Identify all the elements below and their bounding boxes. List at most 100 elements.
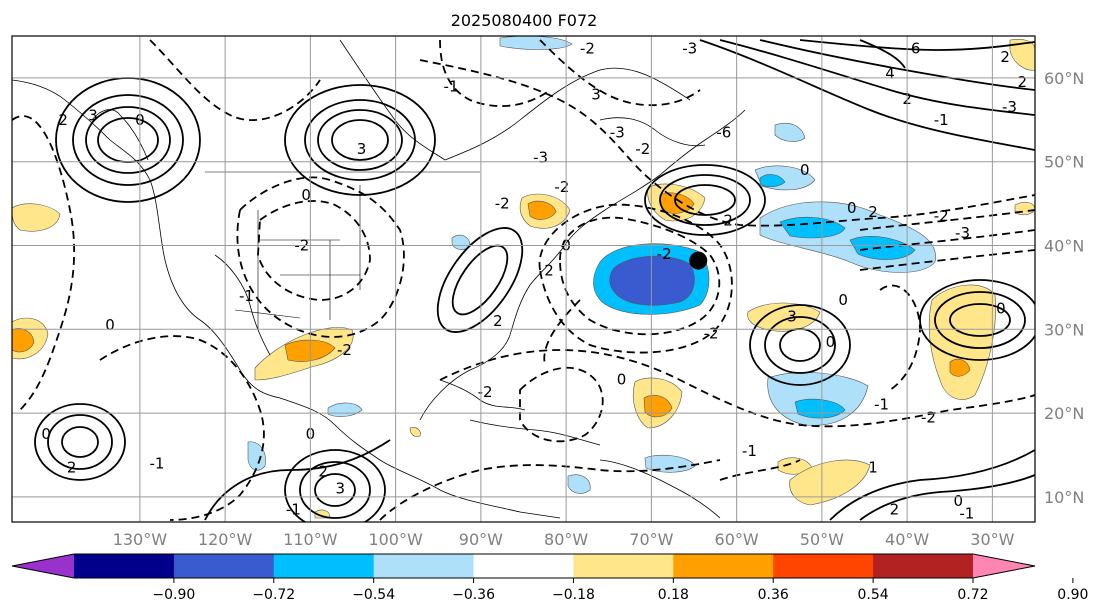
contour-label: 2: [58, 111, 68, 129]
contour-label: -1: [934, 111, 949, 129]
contour-label: 2: [318, 463, 328, 481]
contour-label: 0: [617, 371, 627, 389]
contour-label: 0: [301, 186, 311, 204]
contour-label: 0: [800, 161, 810, 179]
contour-label: -2: [478, 383, 493, 401]
contour-label: 0: [41, 425, 51, 443]
map-panel: 32030-3-2-2-20022-20-22002-2-3030-1-2-10…: [0, 19, 1084, 549]
contour-label: 4: [885, 65, 895, 83]
contour-label: -3: [1002, 98, 1017, 116]
shaded-field: [12, 36, 1035, 519]
contour-label: 6: [911, 40, 921, 58]
contour-label: 2: [67, 459, 77, 477]
longitude-labels: 130°W 120°W 110°W 100°W 90°W 80°W 70°W 60°W 50°W…: [113, 530, 1015, 549]
colorbar-extend-max: [973, 554, 1035, 578]
latitude-tick-label: 40°N: [1044, 236, 1084, 255]
colorbar-segment: [773, 554, 874, 578]
colorbar-tick-label: −0.54: [352, 587, 395, 603]
location-marker: [689, 251, 708, 270]
figure-title: 2025080400 F072: [451, 11, 598, 30]
longitude-tick-label: 70°W: [629, 530, 673, 549]
map-border: [11, 35, 1036, 523]
contour-lines-dashed: [12, 39, 1035, 521]
contour-label: -2: [921, 408, 936, 426]
longitude-tick-label: 90°W: [459, 530, 503, 549]
contour-label: -2: [554, 178, 569, 196]
contour-label: 2: [493, 312, 503, 330]
colorbar: −0.90 −0.72 −0.54 −0.36 −0.18 0.18 0.36 0.54 0.7…: [11, 553, 1088, 603]
colorbar-segment: [473, 554, 574, 578]
contour-label: 2: [723, 211, 733, 229]
contour-label: -3: [610, 123, 625, 141]
contour-label: 0: [105, 316, 115, 334]
longitude-tick-label: 100°W: [368, 530, 423, 549]
latitude-tick-label: 20°N: [1044, 404, 1084, 423]
contour-label: -1: [239, 287, 254, 305]
contour-label: 0: [954, 492, 964, 510]
contour-label: -2: [635, 140, 650, 158]
contour-label: 2: [544, 262, 554, 280]
latitude-labels: 60°N 50°N 40°N 30°N 20°N 10°N: [1044, 69, 1084, 507]
contour-label: 0: [826, 333, 836, 351]
contour-label: 3: [357, 140, 367, 158]
contour-label: -1: [0, 450, 11, 468]
colorbar-tick-label: 0.90: [1057, 587, 1088, 603]
longitude-tick-label: 30°W: [970, 530, 1014, 549]
colorbar-tick-label: 0.54: [858, 587, 889, 603]
colorbar-extend-min: [12, 554, 74, 578]
colorbar-tick-label: −0.36: [452, 587, 495, 603]
colorbar-outline: [11, 553, 1036, 579]
contour-label: 3: [88, 107, 98, 125]
contour-label: 1: [868, 459, 878, 477]
longitude-tick-label: 110°W: [283, 530, 338, 549]
colorbar-segment: [74, 554, 175, 578]
colorbar-tick-label: −0.72: [252, 587, 295, 603]
contour-label: 2: [1017, 73, 1027, 91]
contour-labels: 32030-3-2-2-20022-20-22002-2-3030-1-2-10…: [0, 19, 1027, 522]
state-borders: [205, 171, 480, 330]
longitude-tick-label: 60°W: [715, 530, 759, 549]
colorbar-segment: [873, 554, 974, 578]
contour-label: -3: [955, 224, 970, 242]
coastlines: [12, 39, 746, 519]
contour-label: -3: [533, 149, 548, 167]
contour-lines: [34, 39, 1035, 522]
longitude-tick-label: 50°W: [800, 530, 844, 549]
contour-label-bg: [892, 19, 906, 36]
colorbar-tick-label: −0.90: [152, 587, 195, 603]
contour-label: -1: [444, 77, 459, 95]
latitude-tick-label: 60°N: [1044, 69, 1084, 88]
contour-label: -2: [580, 40, 595, 58]
contour-label: -1: [874, 396, 889, 414]
contour-label: 0: [847, 199, 857, 217]
contour-label: 0: [996, 299, 1006, 317]
colorbar-tick-label: 0.72: [957, 587, 988, 603]
contour-label: 8: [894, 19, 904, 37]
contour-label: 2: [868, 203, 878, 221]
colorbar-segment: [373, 554, 475, 578]
contour-label: -3: [682, 40, 697, 58]
contour-label: 2: [890, 500, 900, 518]
contour-label: 3: [591, 86, 601, 104]
colorbar-tick-label: 0.18: [658, 587, 689, 603]
longitude-tick-label: 40°W: [885, 530, 929, 549]
contour-label: 3: [335, 479, 345, 497]
contour-label: -2: [495, 195, 510, 213]
contour-label: -1: [742, 442, 757, 460]
colorbar-tick-label: −0.18: [552, 587, 595, 603]
contour-label: -2: [934, 207, 949, 225]
contour-label: 2: [1000, 48, 1010, 66]
contour-label: -1: [149, 454, 164, 472]
latitude-tick-label: 10°N: [1044, 488, 1084, 507]
colorbar-segment: [273, 554, 375, 578]
colorbar-segment: [573, 554, 674, 578]
colorbar-tick-label: 0.36: [758, 587, 789, 603]
contour-label: 3: [787, 308, 797, 326]
contour-label: -1: [286, 500, 301, 518]
latitude-tick-label: 50°N: [1044, 153, 1084, 172]
contour-label: -2: [337, 341, 352, 359]
contour-label: -2: [704, 324, 719, 342]
contour-label: 0: [838, 291, 848, 309]
longitude-tick-label: 130°W: [113, 530, 168, 549]
